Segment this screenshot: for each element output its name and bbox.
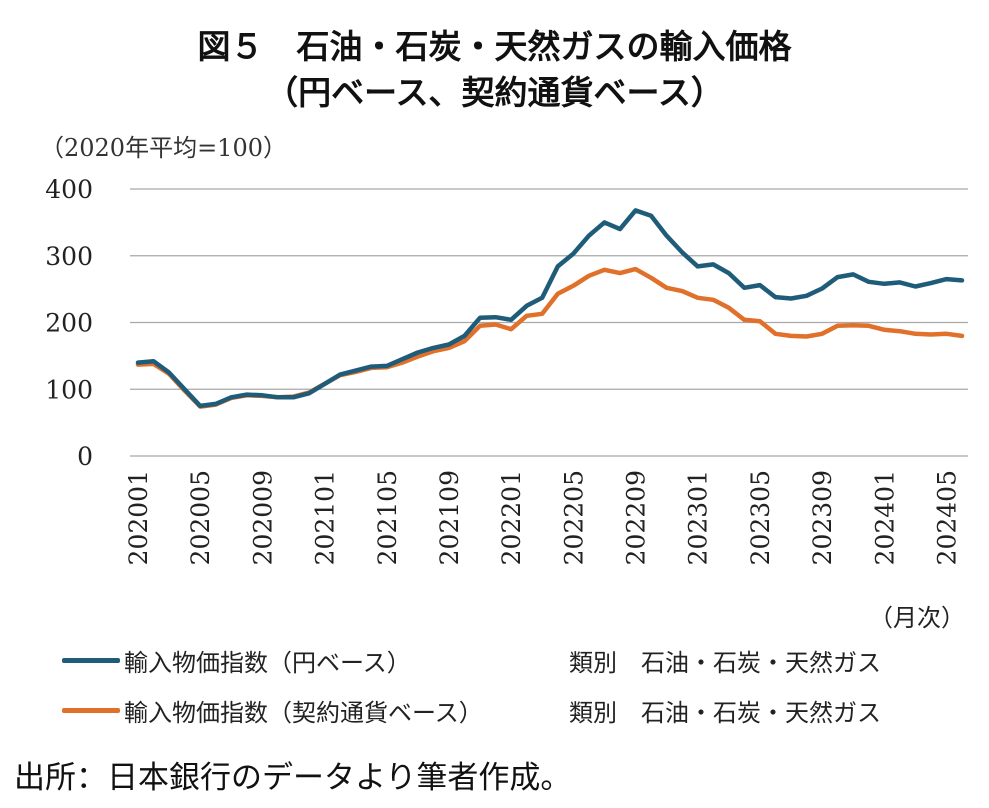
y-tick-label: 0 [77, 442, 93, 471]
x-tick-label: 202105 [373, 470, 402, 565]
y-tick-label: 100 [45, 375, 93, 404]
gridlines [130, 188, 968, 457]
chart-title-line2: （円ベース、契約通貨ベース） [265, 73, 724, 112]
series-line-contract [135, 266, 965, 409]
x-tick-label: 202009 [248, 470, 277, 565]
legend-label-contract: 輸入物価指数（契約通貨ベース） [124, 698, 483, 727]
y-tick-label: 200 [45, 309, 93, 338]
x-tick-label: 202101 [311, 470, 340, 565]
series-line-yen [135, 208, 965, 409]
x-tick-label: 202305 [746, 470, 775, 565]
x-tick-label: 202109 [435, 470, 464, 565]
x-tick-label: 202201 [497, 470, 526, 565]
x-tick-label: 202205 [559, 470, 588, 565]
x-axis-ticks: 202001 202005 202009 202101 202105 202109 2022… [124, 470, 961, 565]
legend-swatch-contract [62, 707, 120, 713]
legend-label-yen: 輸入物価指数（円ベース） [124, 648, 411, 677]
series-lines [135, 208, 965, 409]
source-note: 出所：日本銀行のデータより筆者作成。 [14, 760, 572, 796]
x-tick-label: 202301 [684, 470, 713, 565]
legend-category-yen: 類別 石油・石炭・天然ガス [569, 648, 881, 677]
y-axis-unit-label: （2020年平均=100） [40, 134, 287, 162]
x-tick-label: 202309 [808, 470, 837, 565]
legend-swatch-yen [62, 657, 120, 663]
y-axis-ticks: 0 100 200 300 400 [45, 175, 93, 471]
chart-title-line1: 図５ 石油・石炭・天然ガスの輸入価格 [197, 27, 792, 66]
y-tick-label: 300 [45, 242, 93, 271]
y-tick-label: 400 [45, 175, 93, 204]
x-tick-label: 202401 [870, 470, 899, 565]
x-tick-label: 202001 [124, 470, 153, 565]
x-axis-unit-label: （月次） [869, 604, 965, 632]
legend-item-contract: 輸入物価指数（契約通貨ベース） 類別 石油・石炭・天然ガス [62, 692, 881, 728]
x-tick-label: 202209 [622, 470, 651, 565]
x-tick-label: 202405 [932, 470, 961, 565]
legend-item-yen: 輸入物価指数（円ベース） 類別 石油・石炭・天然ガス [62, 642, 881, 678]
x-tick-label: 202005 [186, 470, 215, 565]
legend-category-contract: 類別 石油・石炭・天然ガス [569, 698, 881, 727]
